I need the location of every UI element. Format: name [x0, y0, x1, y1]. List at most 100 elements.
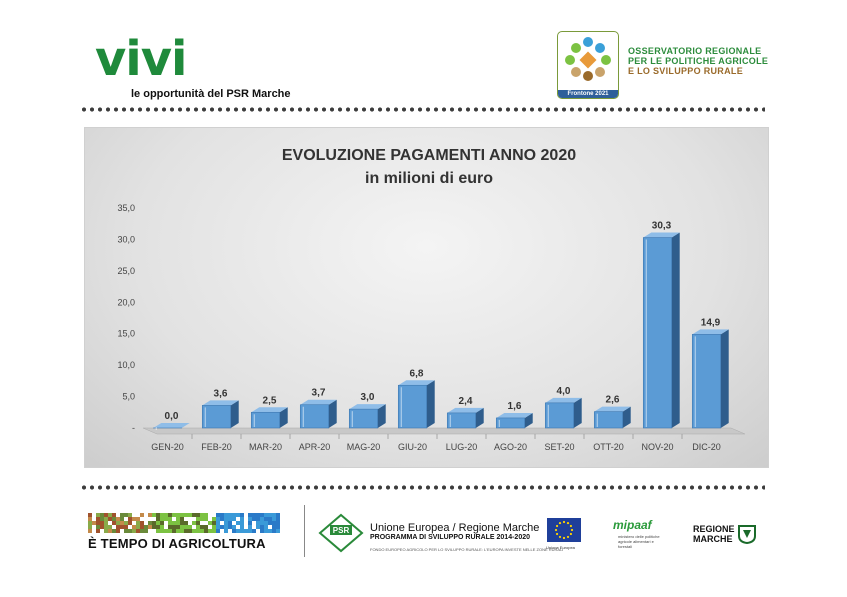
bar-side: [426, 380, 435, 428]
bar-front: [593, 411, 624, 429]
bar-top: [349, 404, 386, 410]
x-tick-label: GEN-20: [151, 442, 184, 452]
observatory-logo: Frontone 2021: [557, 31, 619, 99]
footer-separator: [304, 505, 305, 557]
y-tick-label: 25,0: [117, 266, 135, 276]
bar-side: [279, 407, 288, 428]
data-label: 2,4: [459, 396, 473, 407]
observatory-line: PER LE POLITICHE AGRICOLE: [628, 56, 769, 66]
psr-logo-icon: PSR: [318, 513, 364, 553]
logo-subtitle: le opportunità del PSR Marche: [131, 88, 291, 100]
bar-top: [202, 400, 239, 406]
x-tick-label: SET-20: [544, 442, 574, 452]
bar: [446, 407, 484, 429]
bar: [642, 232, 680, 429]
bar: [593, 406, 631, 429]
eu-label: Unione Europea: [546, 545, 575, 550]
x-axis: GEN-20 FEB-20 MAR-20 APR-20 MAG-20 GIU-20 LUG-…: [151, 434, 721, 452]
observatory-line: E LO SVILUPPO RURALE: [628, 66, 744, 76]
bar-side: [475, 407, 484, 428]
data-label: 30,3: [652, 221, 672, 232]
y-tick-label: -: [132, 423, 135, 433]
bar-top: [545, 397, 582, 403]
floor-plane: [142, 427, 746, 435]
x-tick-label: OTT-20: [593, 442, 624, 452]
data-label: 1,6: [508, 401, 522, 412]
bar-front: [691, 334, 722, 429]
x-tick-label: APR-20: [299, 442, 331, 452]
bar-top: [447, 407, 484, 413]
chart-panel: EVOLUZIONE PAGAMENTI ANNO 2020 in milion…: [84, 127, 769, 468]
bar: [348, 404, 386, 429]
bar-top: [153, 423, 190, 428]
x-tick-label: MAG-20: [347, 442, 381, 452]
bar-side: [230, 400, 239, 428]
eu-flag-icon: [547, 518, 581, 542]
bar: [250, 407, 288, 429]
psr-logo-text: PSR: [333, 526, 350, 535]
chart-subtitle: in milioni di euro: [365, 170, 493, 187]
regione-line: REGIONE: [693, 524, 735, 534]
bar-side: [671, 232, 680, 428]
bar-top: [300, 399, 337, 405]
x-tick-label: LUG-20: [446, 442, 478, 452]
mipaaf-logo: mipaaf: [613, 518, 652, 532]
x-tick-label: NOV-20: [641, 442, 673, 452]
bar: [152, 423, 190, 430]
data-label: 2,5: [263, 395, 277, 406]
psr-fund-text: FONDO EUROPEO AGRICOLO PER LO SVILUPPO R…: [370, 547, 564, 552]
bar-chart: EVOLUZIONE PAGAMENTI ANNO 2020 in milion…: [117, 147, 746, 452]
y-tick-label: 5,0: [122, 392, 135, 402]
regione-shield-icon: [738, 525, 756, 544]
data-label: 4,0: [557, 386, 571, 397]
x-tick-label: AGO-20: [494, 442, 527, 452]
y-tick-label: 15,0: [117, 329, 135, 339]
x-tick-label: DIC-20: [692, 442, 721, 452]
bar: [544, 397, 582, 429]
bar-top: [643, 232, 680, 238]
chart-floor: [142, 427, 746, 435]
bar-side: [328, 399, 337, 428]
data-label: 3,0: [361, 392, 375, 403]
data-label: 3,7: [312, 388, 326, 399]
x-tick-label: MAR-20: [249, 442, 282, 452]
campaign-slogan: È TEMPO DI AGRICOLTURA: [88, 536, 266, 551]
y-tick-label: 35,0: [117, 203, 135, 213]
mipaaf-subtitle: ministero delle politiche agricole alime…: [618, 534, 660, 549]
bar: [495, 412, 533, 429]
observatory-line: OSSERVATORIO REGIONALE: [628, 46, 762, 56]
bar: [691, 329, 729, 429]
bar-front: [446, 412, 477, 429]
psr-subtitle: PROGRAMMA DI SVILUPPO RURALE 2014-2020: [370, 534, 530, 541]
bar-top: [398, 380, 435, 386]
bar-front: [495, 417, 526, 429]
data-label: 2,6: [606, 395, 620, 406]
bar-front: [642, 237, 673, 429]
bar-front: [544, 402, 575, 429]
bar-top: [496, 412, 533, 418]
observatory-badge: Frontone 2021: [558, 90, 618, 98]
bar-front: [348, 408, 379, 429]
bar-top: [251, 407, 288, 413]
vivi-logo: vivi: [95, 31, 187, 87]
bar-side: [720, 329, 729, 428]
bar-front: [250, 411, 281, 429]
y-tick-label: 10,0: [117, 360, 135, 370]
bar-top: [594, 406, 631, 412]
bar: [201, 400, 239, 429]
bar-side: [377, 404, 386, 428]
regione-marche-logo: REGIONE MARCHE: [693, 524, 735, 544]
bar: [397, 380, 435, 429]
bar: [299, 399, 337, 429]
bar-front: [397, 384, 428, 429]
bar-top: [692, 329, 729, 335]
y-tick-label: 30,0: [117, 234, 135, 244]
chart-title: EVOLUZIONE PAGAMENTI ANNO 2020: [282, 147, 576, 164]
bottom-dotted-divider: [80, 485, 765, 490]
psr-title: Unione Europea / Regione Marche: [370, 522, 540, 534]
data-label: 0,0: [165, 411, 179, 422]
data-label: 6,8: [410, 368, 424, 379]
regione-line: MARCHE: [693, 534, 733, 544]
data-label: 3,6: [214, 388, 228, 399]
bars: 0,0 3,6 2,5 3,7 3,0 6,8 2,4 1,6 4,0 2,6 30,3 14,9: [152, 221, 729, 430]
